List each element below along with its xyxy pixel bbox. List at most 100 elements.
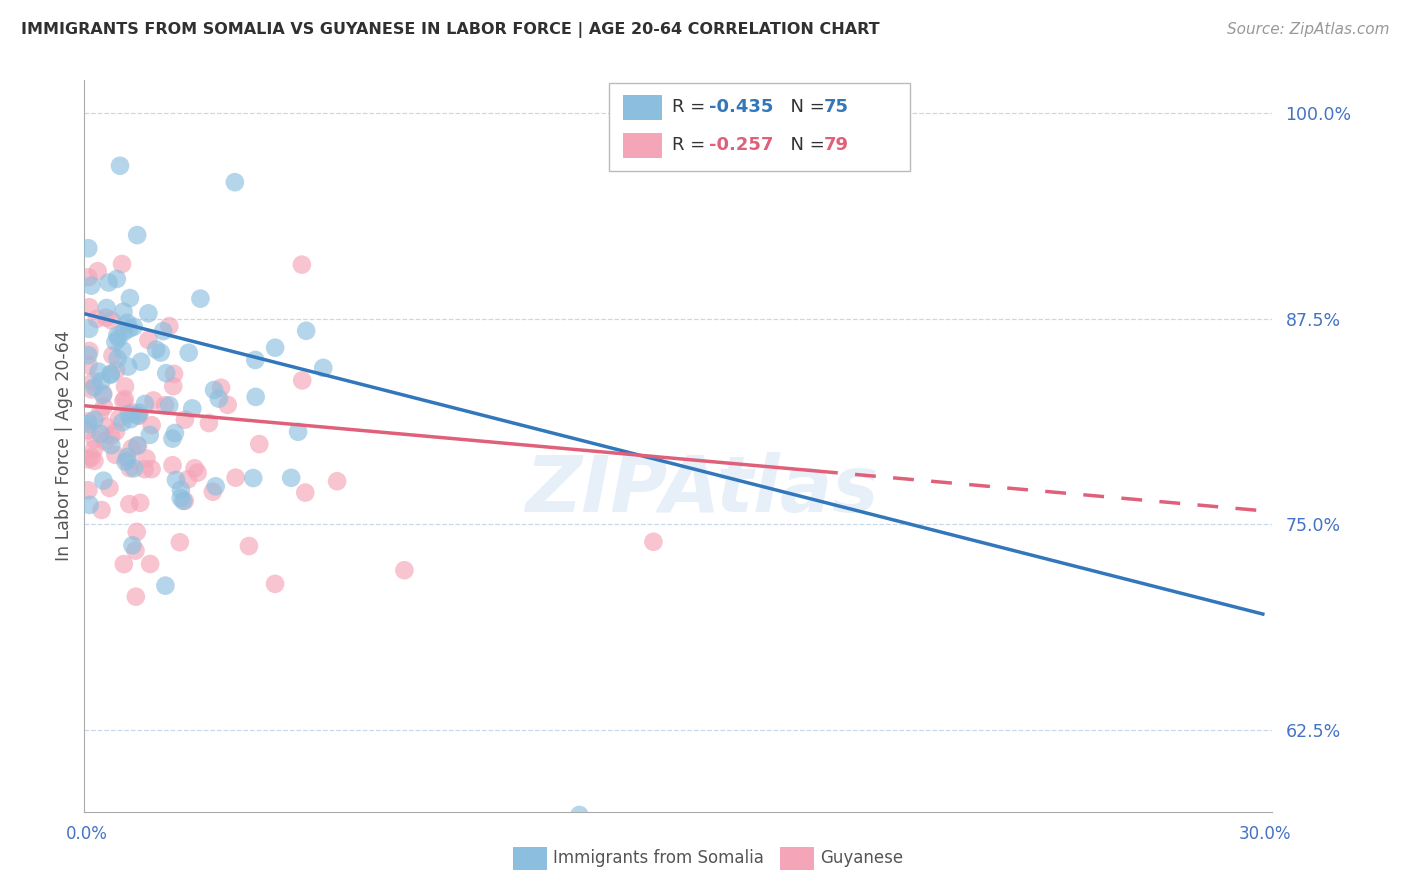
Point (125, 524, 148, 539)
Text: ZIPAtlas: ZIPAtlas (526, 452, 879, 528)
Text: R =: R = (672, 98, 711, 116)
Point (100, 438, 122, 452)
Point (141, 462, 163, 476)
Point (120, 412, 142, 426)
Point (121, 538, 143, 552)
Point (90, 374, 112, 388)
Point (295, 324, 318, 338)
Text: R =: R = (672, 136, 711, 154)
Text: N =: N = (779, 98, 831, 116)
Point (77, 483, 100, 498)
Text: 0.0%: 0.0% (66, 825, 108, 843)
Text: 75: 75 (824, 98, 849, 116)
Point (83, 433, 105, 447)
Y-axis label: In Labor Force | Age 20-64: In Labor Force | Age 20-64 (55, 331, 73, 561)
Point (173, 412, 195, 426)
Point (129, 496, 152, 510)
Point (202, 383, 225, 397)
Point (177, 472, 200, 486)
Point (238, 539, 260, 553)
Point (163, 425, 186, 440)
Point (107, 351, 129, 366)
Point (107, 331, 129, 345)
Point (77, 424, 100, 438)
Point (127, 438, 149, 452)
Point (139, 557, 162, 571)
Point (112, 304, 135, 318)
Point (245, 353, 267, 368)
Point (183, 461, 205, 475)
Point (568, 808, 591, 822)
Point (91, 388, 114, 402)
Point (105, 328, 128, 343)
Point (155, 579, 177, 593)
Point (142, 393, 165, 408)
Point (111, 415, 134, 429)
Point (141, 418, 163, 433)
Point (198, 416, 221, 430)
Point (114, 455, 136, 469)
Point (93, 400, 115, 414)
Point (138, 333, 160, 347)
Point (280, 471, 302, 485)
Point (155, 366, 177, 380)
Point (118, 291, 141, 305)
Point (247, 437, 270, 451)
Point (394, 563, 416, 577)
Point (77, 358, 100, 372)
Point (83, 442, 105, 456)
Point (291, 373, 314, 387)
Point (77, 270, 100, 285)
Point (208, 392, 231, 406)
Point (114, 379, 136, 393)
Point (94, 434, 117, 449)
Point (121, 442, 143, 456)
Point (100, 368, 122, 382)
Text: -0.257: -0.257 (709, 136, 773, 154)
Point (128, 406, 150, 420)
Point (264, 341, 287, 355)
Point (134, 462, 156, 476)
Point (77, 241, 100, 255)
Point (162, 432, 184, 446)
Point (127, 228, 149, 243)
Point (145, 343, 167, 357)
Point (225, 470, 247, 484)
Point (80, 450, 103, 464)
Point (149, 345, 172, 359)
Point (97, 276, 120, 290)
Point (170, 483, 193, 497)
Point (82, 374, 104, 388)
Point (204, 479, 226, 493)
Point (77, 348, 100, 362)
Point (122, 319, 145, 334)
Point (139, 428, 162, 442)
Point (165, 473, 187, 487)
Point (77, 414, 100, 428)
Point (118, 322, 141, 336)
Point (87, 365, 110, 379)
Point (104, 425, 127, 439)
Point (104, 448, 127, 462)
Point (127, 409, 149, 423)
Point (101, 348, 124, 362)
Point (152, 324, 174, 338)
Point (129, 355, 152, 369)
Point (172, 494, 194, 508)
Point (100, 313, 122, 327)
Point (80, 383, 103, 397)
Point (117, 316, 139, 330)
Point (157, 398, 180, 412)
Point (105, 272, 128, 286)
Point (245, 390, 267, 404)
Text: Source: ZipAtlas.com: Source: ZipAtlas.com (1226, 22, 1389, 37)
Text: N =: N = (779, 136, 831, 154)
Point (118, 407, 141, 421)
Point (80, 278, 103, 293)
Point (128, 409, 150, 423)
Point (93, 474, 115, 488)
Point (112, 557, 135, 571)
Point (264, 577, 287, 591)
Point (112, 394, 135, 409)
Point (224, 175, 246, 189)
